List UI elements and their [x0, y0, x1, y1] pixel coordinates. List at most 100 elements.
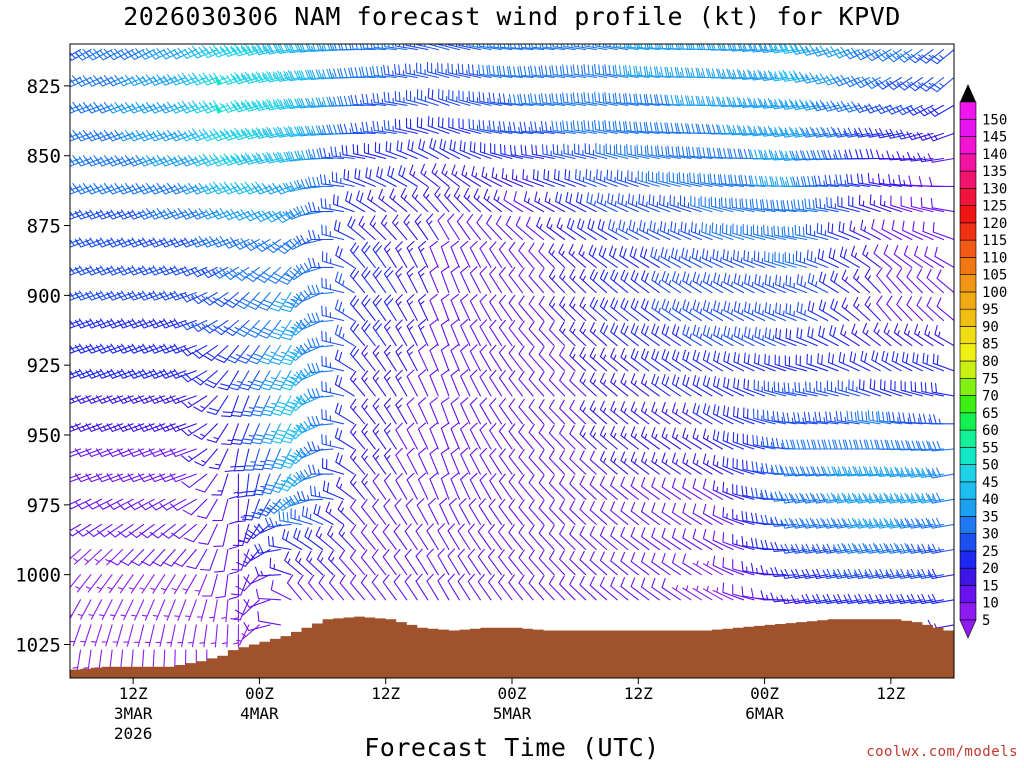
- wind-barb: [540, 65, 566, 79]
- wind-barb: [629, 246, 650, 268]
- wind-barb: [361, 241, 376, 268]
- wind-barb: [159, 290, 187, 301]
- wind-barb: [881, 219, 902, 241]
- wind-barb: [743, 407, 766, 425]
- wind-barb: [604, 92, 629, 106]
- wind-barb: [563, 143, 587, 160]
- wind-barb: [610, 526, 629, 551]
- colorbar-cell: [959, 429, 977, 448]
- wind-barb: [596, 169, 618, 187]
- wind-barb: [630, 501, 650, 525]
- wind-barb: [620, 501, 639, 525]
- wind-barb: [295, 343, 324, 355]
- wind-barb: [692, 503, 713, 525]
- wind-barb: [932, 222, 954, 241]
- wind-barb: [255, 588, 282, 601]
- wind-barb: [583, 64, 608, 79]
- wind-barb: [148, 290, 176, 301]
- wind-barb: [188, 624, 197, 648]
- wind-barb: [469, 344, 481, 372]
- wind-barb: [233, 448, 250, 472]
- wind-barb: [117, 498, 145, 511]
- wind-barb: [620, 476, 639, 500]
- wind-barb: [661, 502, 681, 525]
- wind-barb: [237, 345, 260, 364]
- wind-barb: [865, 466, 892, 477]
- wind-barb: [405, 89, 429, 106]
- wind-barb: [780, 126, 808, 138]
- x-tick-label: 12Z: [624, 684, 653, 703]
- wind-barb: [927, 467, 954, 479]
- wind-barb: [108, 548, 134, 566]
- wind-barb: [222, 72, 250, 85]
- wind-barb: [579, 372, 597, 397]
- wind-barb: [801, 72, 829, 84]
- wind-barb: [440, 344, 450, 372]
- wind-barb: [269, 319, 292, 340]
- wind-barb: [519, 121, 545, 134]
- wind-barb: [692, 453, 713, 475]
- wind-barb: [117, 129, 145, 142]
- wind-barb: [508, 65, 534, 79]
- wind-barb: [900, 196, 923, 213]
- wind-barb: [233, 266, 260, 282]
- wind-barb: [895, 104, 923, 116]
- wind-barb: [70, 155, 92, 167]
- wind-barb: [406, 240, 418, 268]
- wind-barb: [773, 381, 797, 397]
- wind-barb: [854, 542, 881, 554]
- wind-barb: [468, 44, 492, 51]
- wind-barb: [117, 368, 145, 379]
- wind-barb: [406, 319, 418, 347]
- colorbar-cell: [959, 343, 977, 362]
- wind-barb: [801, 466, 829, 477]
- wind-barb: [349, 320, 366, 347]
- wind-barb: [702, 478, 724, 500]
- wind-barb: [361, 66, 387, 79]
- wind-barb: [659, 220, 681, 241]
- wind-barb: [335, 452, 355, 475]
- wind-barb: [447, 213, 460, 241]
- wind-barb: [450, 265, 460, 294]
- wind-barb: [74, 423, 103, 432]
- wind-barb: [682, 271, 702, 294]
- wind-barb: [383, 294, 397, 322]
- wind-barb: [743, 378, 766, 397]
- wind-barb: [334, 427, 355, 450]
- wind-barb: [729, 44, 755, 52]
- wind-barb: [295, 262, 324, 275]
- wind-barb: [916, 131, 945, 141]
- wind-barb: [478, 44, 503, 51]
- colorbar-cell: [959, 118, 977, 137]
- wind-barb: [264, 98, 292, 111]
- credit-link[interactable]: coolwx.com/models: [866, 744, 1018, 760]
- wind-barb: [733, 326, 755, 347]
- wind-barb: [722, 532, 745, 551]
- wind-barb: [538, 575, 555, 601]
- wind-barb: [833, 492, 860, 504]
- wind-barb: [811, 73, 839, 85]
- wind-barb: [367, 189, 387, 213]
- wind-barb: [201, 208, 229, 220]
- wind-barb: [875, 542, 902, 554]
- wind-barb: [649, 220, 671, 241]
- wind-barb: [559, 371, 576, 397]
- wind-barb: [74, 368, 103, 379]
- wind-barb: [780, 543, 808, 554]
- wind-barb: [127, 265, 155, 276]
- wind-barb: [70, 498, 82, 505]
- wind-barb: [783, 225, 808, 241]
- wind-barb: [440, 369, 450, 397]
- wind-barb: [671, 553, 692, 576]
- wind-barb: [818, 271, 839, 294]
- wind-barb: [540, 93, 566, 106]
- wind-barb: [180, 128, 208, 142]
- wind-barb: [194, 448, 218, 467]
- wind-barb: [599, 269, 618, 294]
- wind-barb: [682, 452, 702, 475]
- wind-barb: [130, 548, 155, 567]
- wind-barb: [74, 265, 103, 276]
- wind-barb: [290, 508, 313, 525]
- wind-barb: [559, 268, 576, 294]
